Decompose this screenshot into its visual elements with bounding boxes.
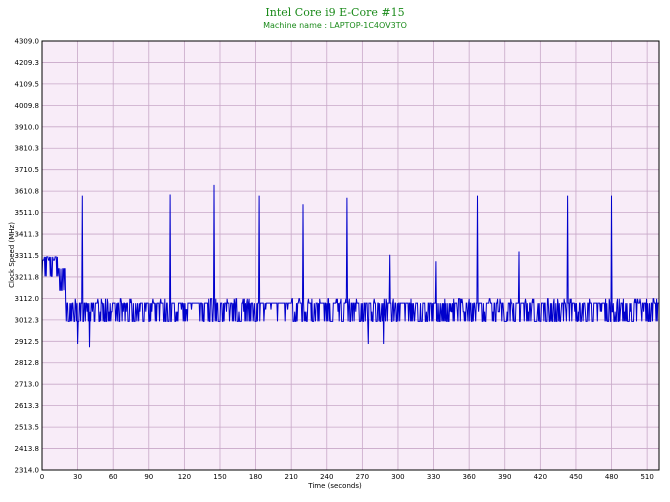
- x-tick-label: 60: [109, 473, 118, 481]
- grid-lines: [41, 40, 659, 471]
- x-tick-label: 150: [213, 473, 226, 481]
- chart-title: Intel Core i9 E-Core #15: [265, 6, 404, 19]
- x-tick-label: 390: [498, 473, 511, 481]
- x-tick-label: 90: [144, 473, 153, 481]
- y-tick-label: 3511.0: [15, 209, 40, 217]
- x-tick-label: 360: [462, 473, 475, 481]
- y-tick-label: 3810.3: [15, 145, 40, 153]
- y-tick-label: 4209.3: [15, 59, 40, 67]
- x-tick-label: 30: [73, 473, 82, 481]
- series-line: [41, 184, 659, 348]
- y-tick-label: 3710.5: [15, 166, 40, 174]
- y-tick-label: 3012.3: [15, 316, 40, 324]
- x-tick-label: 0: [40, 473, 44, 481]
- x-tick-label: 510: [640, 473, 653, 481]
- x-tick-label: 330: [427, 473, 440, 481]
- y-tick-label: 2413.8: [15, 445, 40, 453]
- y-tick-label: 2912.5: [15, 338, 40, 346]
- y-axis-ticks: 4309.0 4209.3 4109.5 4009.8 3910.0 3810.3 3710…: [15, 38, 40, 475]
- y-tick-label: 4009.8: [15, 102, 40, 110]
- x-tick-label: 210: [284, 473, 297, 481]
- x-tick-label: 240: [320, 473, 333, 481]
- x-axis-label: Time (seconds): [307, 482, 362, 490]
- y-tick-label: 3610.8: [15, 188, 40, 196]
- y-tick-label: 2513.5: [15, 424, 40, 432]
- x-tick-label: 270: [356, 473, 369, 481]
- y-tick-label: 2613.3: [15, 402, 40, 410]
- y-tick-label: 4309.0: [15, 38, 40, 46]
- y-tick-label: 2314.0: [15, 467, 40, 475]
- y-tick-label: 2713.0: [15, 381, 40, 389]
- x-tick-label: 480: [605, 473, 618, 481]
- x-tick-label: 300: [391, 473, 404, 481]
- y-tick-label: 3910.0: [15, 123, 40, 131]
- y-axis-label: Clock Speed (MHz): [8, 222, 16, 288]
- x-tick-label: 420: [534, 473, 547, 481]
- y-tick-label: 3411.3: [15, 231, 40, 239]
- y-tick-label: 4109.5: [15, 80, 40, 88]
- chart-subtitle: Machine name : LAPTOP-1C4OV3TO: [263, 21, 407, 30]
- x-tick-label: 450: [569, 473, 582, 481]
- x-tick-label: 120: [178, 473, 191, 481]
- y-tick-label: 3311.5: [15, 252, 40, 260]
- y-tick-label: 3211.8: [15, 273, 40, 281]
- x-tick-label: 180: [249, 473, 262, 481]
- x-axis-ticks: 0 30 60 90 120 150 180 210 240 270 300 330 360 390 420…: [40, 473, 654, 481]
- plot-border: [41, 40, 660, 471]
- y-tick-label: 3112.0: [15, 295, 40, 303]
- y-tick-label: 2812.8: [15, 359, 40, 367]
